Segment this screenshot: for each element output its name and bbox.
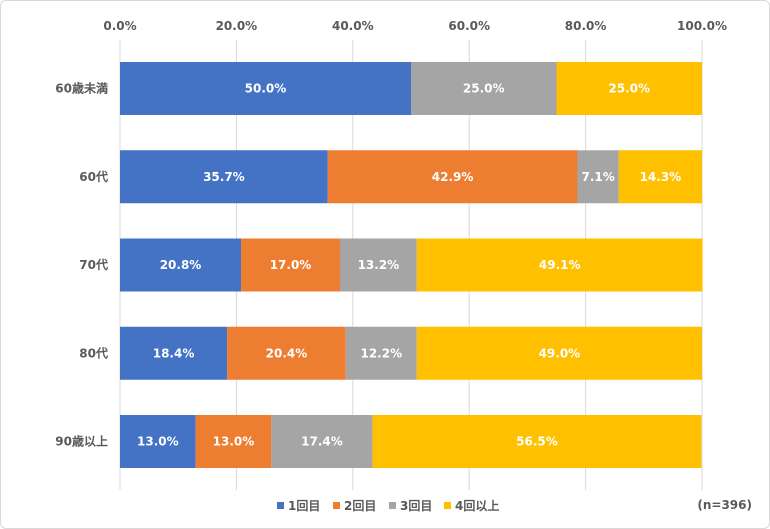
data-label: 17.4% [301, 435, 343, 449]
x-axis-ticks: 0.0% 20.0% 40.0% 60.0% 80.0% 100.0% [103, 19, 727, 33]
bar-segment [120, 415, 196, 468]
bar-segment [339, 238, 417, 292]
bar-segment [327, 150, 578, 204]
legend-label: 3回目 [400, 499, 432, 513]
data-label: 12.2% [360, 346, 402, 360]
legend-swatch [277, 502, 284, 509]
bar-segment [195, 415, 272, 468]
category-label: 60歳未満 [55, 81, 108, 96]
bar-segment [618, 150, 702, 204]
category-label: 80代 [79, 345, 108, 360]
bar-segment [120, 238, 242, 292]
bar-segment [271, 415, 373, 468]
category-label: 70代 [79, 257, 108, 272]
category-labels: 60歳未満 60代 70代 80代 90歳以上 [55, 81, 108, 449]
legend-label: 2回目 [344, 499, 376, 513]
bar-segment [120, 150, 328, 204]
legend-swatch [444, 502, 451, 509]
bar-segment [241, 238, 340, 292]
bar-segment [556, 62, 702, 115]
bar-segment [416, 326, 702, 380]
data-label: 7.1% [581, 170, 614, 184]
data-label: 17.0% [270, 258, 312, 272]
sample-size-note: (n=396) [697, 498, 752, 512]
x-tick-label: 0.0% [103, 19, 136, 33]
data-label: 25.0% [463, 82, 505, 96]
data-label: 35.7% [203, 170, 245, 184]
data-label: 13.0% [137, 435, 179, 449]
data-label: 50.0% [245, 82, 287, 96]
x-tick-label: 20.0% [216, 19, 258, 33]
data-label: 49.0% [539, 346, 581, 360]
category-label: 60代 [79, 169, 108, 184]
legend-label: 1回目 [288, 499, 320, 513]
bar-segment [577, 150, 619, 204]
x-tick-label: 80.0% [565, 19, 607, 33]
data-label: 18.4% [153, 346, 195, 360]
data-label: 42.9% [432, 170, 474, 184]
legend-swatch [389, 502, 396, 509]
bars: 50.0% 25.0% 25.0% 35.7% 42.9% 7.1% 14.3% 20.8% 1… [120, 62, 703, 468]
data-label: 49.1% [539, 258, 581, 272]
x-tick-label: 100.0% [677, 19, 727, 33]
legend: 1回目 2回目 3回目 4回以上 [277, 498, 499, 513]
data-label: 20.4% [266, 346, 308, 360]
data-label: 14.3% [640, 170, 682, 184]
bar-segment [372, 415, 702, 468]
bar-segment [227, 326, 346, 380]
data-label: 13.0% [213, 435, 255, 449]
category-label: 90歳以上 [55, 434, 108, 449]
bar-segment [120, 62, 411, 115]
x-tick-label: 60.0% [448, 19, 490, 33]
bar-segment [416, 238, 703, 292]
data-label: 20.8% [160, 258, 202, 272]
bar-segment [411, 62, 557, 115]
data-label: 56.5% [516, 435, 558, 449]
data-label: 13.2% [358, 258, 400, 272]
legend-label: 4回以上 [455, 498, 499, 513]
bar-segment [120, 326, 228, 380]
data-label: 25.0% [608, 82, 650, 96]
x-tick-label: 40.0% [332, 19, 374, 33]
bar-segment [345, 326, 417, 380]
legend-swatch [333, 502, 340, 509]
